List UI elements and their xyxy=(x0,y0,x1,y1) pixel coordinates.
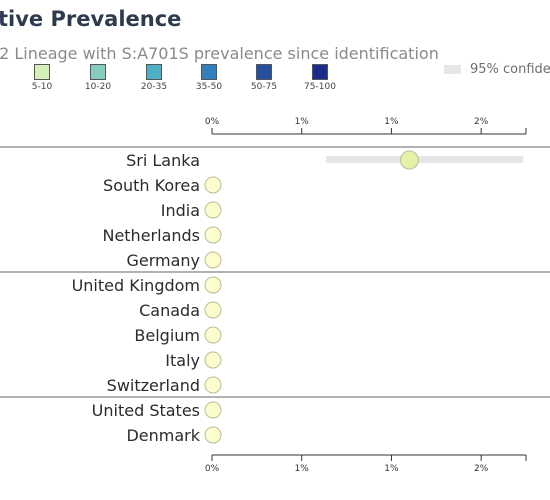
ci-legend-label: 95% confide xyxy=(470,62,550,77)
country-label: Belgium xyxy=(134,326,200,345)
legend-label: 5-10 xyxy=(31,82,53,92)
ci-legend-swatch xyxy=(444,65,461,74)
country-label: Sri Lanka xyxy=(126,151,200,170)
prevalence-point xyxy=(204,351,222,369)
country-label: India xyxy=(161,201,200,220)
legend-label: 50-75 xyxy=(250,82,278,92)
legend-item: 35-50 xyxy=(189,64,229,92)
prevalence-point xyxy=(204,301,222,319)
prevalence-point xyxy=(204,276,222,294)
country-label: Netherlands xyxy=(102,226,200,245)
prevalence-point xyxy=(204,176,222,194)
legend-label: 20-35 xyxy=(140,82,168,92)
chart-title: tive Prevalence xyxy=(0,7,182,31)
country-label: United States xyxy=(92,401,200,420)
legend-swatch xyxy=(201,64,217,80)
legend-item: 20-35 xyxy=(134,64,174,92)
country-label: Canada xyxy=(139,301,200,320)
legend-swatch xyxy=(146,64,162,80)
country-label: Denmark xyxy=(126,426,200,445)
country-label: Switzerland xyxy=(107,376,200,395)
x-tick-label: 2% xyxy=(474,117,489,127)
x-tick-label: 0% xyxy=(205,117,220,127)
legend-item: 10-20 xyxy=(78,64,118,92)
legend-swatch xyxy=(256,64,272,80)
legend-swatch xyxy=(90,64,106,80)
x-tick-label: 1% xyxy=(295,117,310,127)
confidence-interval-bar xyxy=(325,156,524,163)
x-tick-label: 2% xyxy=(474,464,489,474)
legend-swatch xyxy=(34,64,50,80)
legend-item: 75-100 xyxy=(300,64,340,92)
country-label: United Kingdom xyxy=(72,276,200,295)
prevalence-point xyxy=(204,426,222,444)
legend-label: 10-20 xyxy=(84,82,112,92)
x-tick-label: 1% xyxy=(384,117,399,127)
legend-item: 50-75 xyxy=(244,64,284,92)
ci-legend: 95% confide xyxy=(444,62,550,77)
prevalence-point xyxy=(204,201,222,219)
prevalence-point xyxy=(204,226,222,244)
country-label: Italy xyxy=(165,351,200,370)
x-tick-label: 1% xyxy=(295,464,310,474)
x-tick-label: 0% xyxy=(205,464,220,474)
chart-subtitle: .2 Lineage with S:A701S prevalence since… xyxy=(0,44,439,63)
country-label: South Korea xyxy=(103,176,200,195)
country-label: Germany xyxy=(126,251,200,270)
prevalence-point xyxy=(204,251,222,269)
legend-label: 75-100 xyxy=(304,82,336,92)
prevalence-point xyxy=(399,150,419,170)
legend-item: 5-10 xyxy=(22,64,62,92)
legend-label: 35-50 xyxy=(195,82,223,92)
legend-swatch xyxy=(312,64,328,80)
x-tick-label: 1% xyxy=(384,464,399,474)
prevalence-point xyxy=(204,376,222,394)
prevalence-point xyxy=(204,326,222,344)
prevalence-point xyxy=(204,401,222,419)
